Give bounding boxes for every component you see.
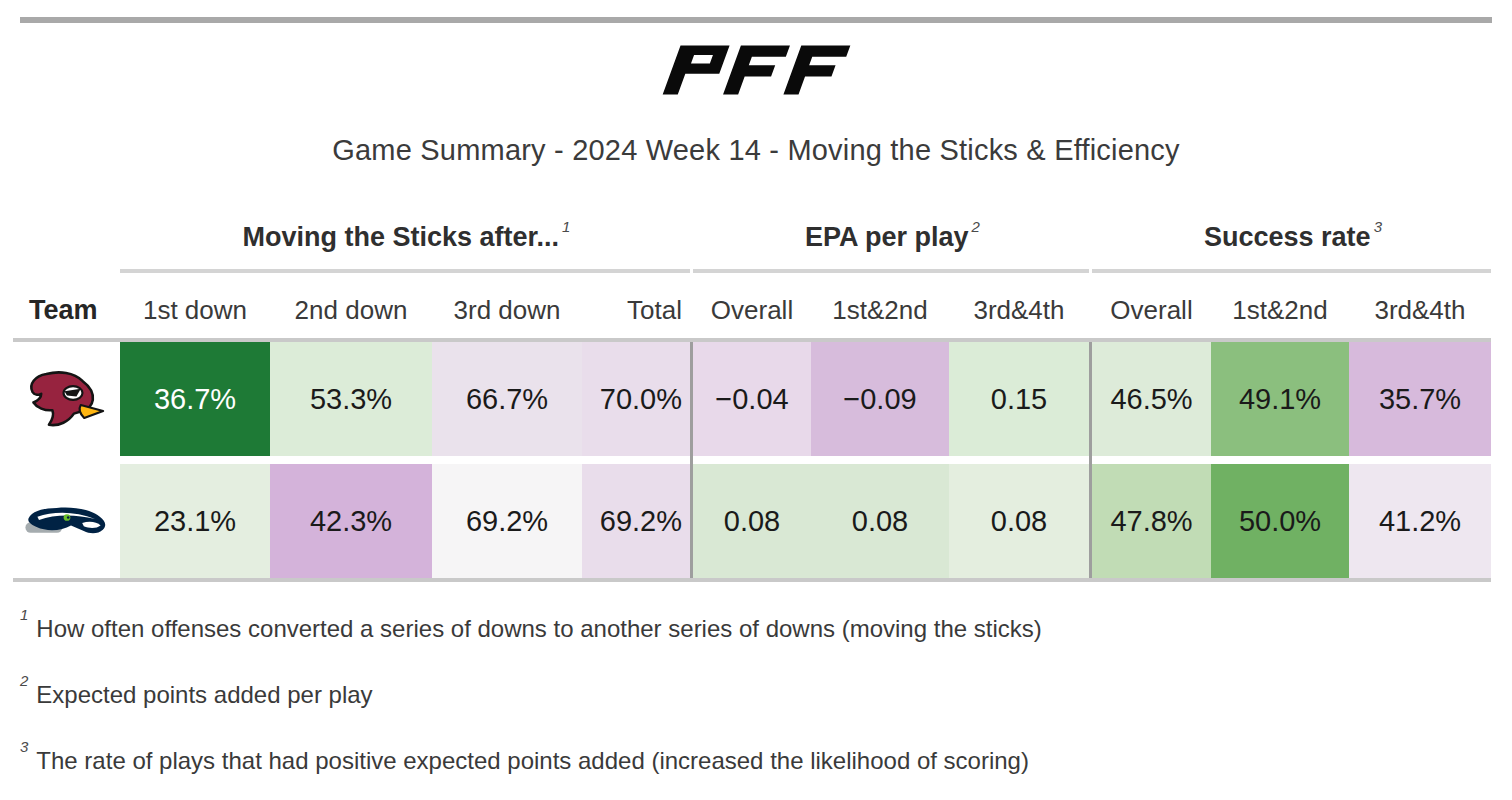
stat-cell: −0.09	[811, 342, 949, 456]
group-header-row: Moving the Sticks after...1 EPA per play…	[13, 205, 1491, 273]
column-header-epa-3rd4th: 3rd&4th	[949, 273, 1089, 338]
pff-logo-icon	[656, 41, 856, 99]
page-title: Game Summary - 2024 Week 14 - Moving the…	[0, 133, 1512, 167]
stat-cell: 23.1%	[120, 464, 270, 578]
footnote-ref-2: 2	[972, 218, 980, 235]
footnote-1: 1 How often offenses converted a series o…	[20, 606, 1512, 646]
stat-cell: 70.0%	[582, 342, 690, 456]
group-label: EPA per play	[805, 222, 969, 252]
stat-cell: 69.2%	[432, 464, 582, 578]
stat-cell: 0.08	[949, 464, 1089, 578]
table-row-seahawks: 23.1% 42.3% 69.2% 69.2% 0.08 0.08 0.08 4…	[13, 464, 1491, 578]
stat-cell: 41.2%	[1349, 464, 1491, 578]
footnote-ref-1: 1	[562, 218, 570, 235]
stat-cell: 66.7%	[432, 342, 582, 456]
stat-cell: 50.0%	[1211, 464, 1349, 578]
stat-cell: 0.08	[693, 464, 811, 578]
footnote-2: 2 Expected points added per play	[20, 672, 1512, 712]
group-header-success-rate: Success rate3	[1092, 213, 1491, 273]
stat-cell: 42.3%	[270, 464, 432, 578]
footnote-marker: 2	[20, 672, 28, 689]
seahawks-logo-icon	[23, 499, 111, 544]
stat-cell: 35.7%	[1349, 342, 1491, 456]
pff-logo	[0, 41, 1512, 99]
stat-cell: 36.7%	[120, 342, 270, 456]
team-cell-seahawks	[13, 464, 120, 578]
footnote-text: How often offenses converted a series of…	[36, 615, 1041, 642]
footnote-marker: 3	[20, 738, 28, 755]
column-header-row: Team 1st down 2nd down 3rd down Total Ov…	[13, 273, 1491, 338]
stat-cell: 69.2%	[582, 464, 690, 578]
column-header-team: Team	[13, 273, 120, 338]
stat-cell: 0.08	[811, 464, 949, 578]
team-cell-cardinals	[13, 342, 120, 456]
footnote-ref-3: 3	[1374, 218, 1382, 235]
footnote-marker: 1	[20, 606, 28, 623]
stats-table: Moving the Sticks after...1 EPA per play…	[13, 205, 1491, 582]
stat-cell: 46.5%	[1092, 342, 1211, 456]
footnotes: 1 How often offenses converted a series o…	[20, 606, 1512, 778]
footnote-text: Expected points added per play	[36, 681, 372, 708]
group-label: Moving the Sticks after...	[243, 222, 560, 252]
column-header-epa-overall: Overall	[693, 273, 811, 338]
group-header-epa-per-play: EPA per play2	[693, 213, 1089, 273]
column-header-epa-1st2nd: 1st&2nd	[811, 273, 949, 338]
column-header-1st-down: 1st down	[120, 273, 270, 338]
stat-cell: 47.8%	[1092, 464, 1211, 578]
stat-cell: −0.04	[693, 342, 811, 456]
column-header-2nd-down: 2nd down	[270, 273, 432, 338]
row-gap	[13, 456, 1491, 464]
stat-cell: 0.15	[949, 342, 1089, 456]
group-header-moving-the-sticks: Moving the Sticks after...1	[120, 213, 690, 273]
column-header-sr-3rd4th: 3rd&4th	[1349, 273, 1491, 338]
group-label: Success rate	[1204, 222, 1371, 252]
column-header-3rd-down: 3rd down	[432, 273, 582, 338]
column-header-sr-overall: Overall	[1092, 273, 1211, 338]
column-header-sr-1st2nd: 1st&2nd	[1211, 273, 1349, 338]
stat-cell: 53.3%	[270, 342, 432, 456]
stat-cell: 49.1%	[1211, 342, 1349, 456]
column-header-total: Total	[582, 273, 690, 338]
top-divider-rule	[20, 17, 1492, 23]
cardinals-logo-icon	[24, 364, 110, 434]
table-bottom-line	[13, 578, 1491, 582]
table-row-cardinals: 36.7% 53.3% 66.7% 70.0% −0.04 −0.09 0.15…	[13, 342, 1491, 456]
footnote-3: 3 The rate of plays that had positive exp…	[20, 738, 1512, 778]
footnote-text: The rate of plays that had positive expe…	[36, 747, 1029, 774]
